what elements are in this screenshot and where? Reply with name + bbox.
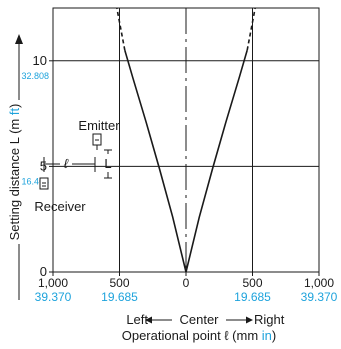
sensor-inset: Emitter Receiver ℓ L (33, 118, 120, 228)
x-tick-label-inch-4: 39.370 (301, 290, 338, 304)
direction-center-label: Center (179, 312, 219, 327)
y-tick-label-ft-1: 16.404 (21, 176, 49, 186)
x-tick-label-3: 500 (242, 276, 262, 290)
y-tick-label-1: 5 (40, 158, 47, 173)
series-layer (116, 7, 256, 273)
y-tick-label-2: 10 (33, 53, 47, 68)
x-axis-title: Operational point ℓ (mm in) (122, 328, 277, 343)
curve-right (185, 50, 248, 273)
right-arrow-head (246, 316, 253, 324)
inset-label-bg (33, 208, 51, 228)
x-tick-label-inch-1: 19.685 (101, 290, 138, 304)
x-tick-label-1: 500 (109, 276, 129, 290)
y-axis-label-alt-unit: ft (7, 108, 22, 116)
x-tick-label-0: 1,000 (38, 276, 68, 290)
y-axis-label-main: Setting distance L (m (7, 115, 22, 240)
x-axis-label-alt-unit: in (262, 328, 272, 343)
curve-right-dashed (246, 7, 256, 51)
receiver-label: Receiver (34, 199, 86, 214)
l-big-label: L (104, 156, 111, 171)
left-arrow-head (145, 316, 152, 324)
x-tick-label-inch-0: 39.370 (35, 290, 72, 304)
emitter-label: Emitter (78, 118, 120, 133)
curve-left (124, 50, 187, 273)
x-axis-label-end: ) (272, 328, 276, 343)
l-small-label: ℓ (64, 156, 69, 171)
y-tick-label-0: 0 (40, 264, 47, 279)
y-axis-label-end: ) (7, 104, 22, 108)
curve-left-dashed (116, 7, 126, 51)
direction-left-label: Left (126, 312, 148, 327)
x-tick-label-2: 0 (183, 276, 190, 290)
y-axis-arrow-head (15, 34, 23, 44)
x-tick-label-inch-3: 19.685 (234, 290, 271, 304)
y-tick-label-ft-2: 32.808 (21, 71, 49, 81)
y-axis-title: Setting distance L (m ft) (7, 104, 22, 241)
x-axis-label-main: Operational point ℓ (mm (122, 328, 262, 343)
x-tick-label-4: 1,000 (304, 276, 334, 290)
svg-text:Setting distance L (m ft): Setting distance L (m ft) (7, 104, 22, 241)
direction-right-label: Right (254, 312, 285, 327)
